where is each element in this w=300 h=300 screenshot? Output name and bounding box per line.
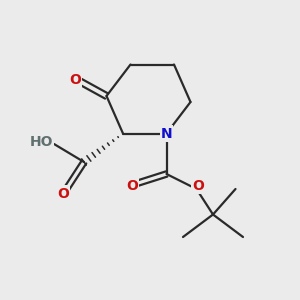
Text: O: O (192, 179, 204, 193)
Text: O: O (57, 187, 69, 200)
Text: HO: HO (30, 136, 53, 149)
Text: O: O (69, 73, 81, 86)
Text: O: O (126, 179, 138, 193)
Text: N: N (161, 127, 172, 140)
